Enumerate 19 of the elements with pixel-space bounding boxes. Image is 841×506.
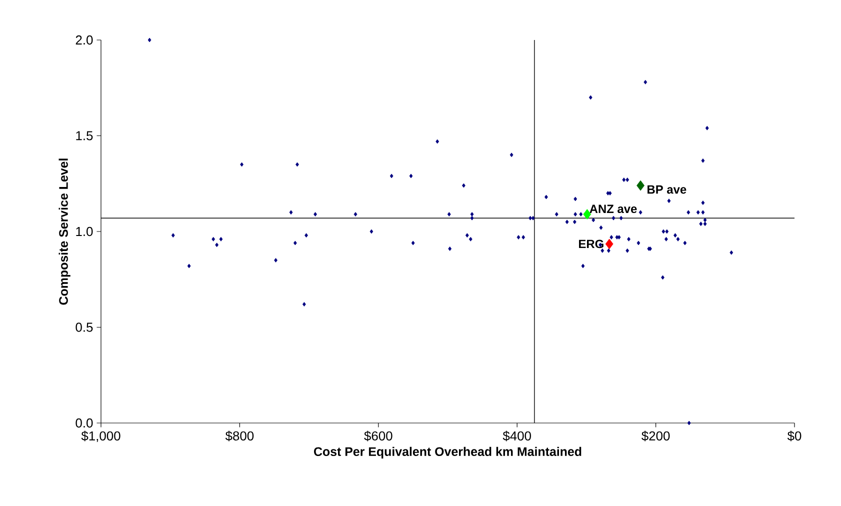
y-tick-label: 1.5: [76, 131, 93, 140]
y-tick-label: 0.0: [76, 418, 93, 428]
y-tick-label: 1.0: [76, 226, 93, 236]
series-label: ANZ ave: [590, 204, 637, 214]
series-label: ERG: [579, 240, 604, 248]
y-tick-label: 2.0: [76, 35, 93, 45]
point: [583, 209, 592, 220]
x-tick-label: $1,000: [81, 430, 120, 442]
x-tick-label: $600: [364, 430, 392, 442]
point: [636, 180, 644, 191]
y-axis-title: Composite Service Level: [58, 158, 70, 305]
series-label: BP ave: [648, 185, 686, 194]
x-axis-title: Cost Per Equivalent Overhead km Maintained: [314, 446, 582, 458]
x-tick-label: $800: [225, 430, 254, 442]
y-tick-label: 0.5: [76, 322, 93, 332]
x-tick-label: $400: [502, 430, 531, 442]
point: [605, 238, 614, 250]
x-tick-label: $200: [642, 430, 670, 442]
x-tick-label: $0: [787, 430, 802, 442]
